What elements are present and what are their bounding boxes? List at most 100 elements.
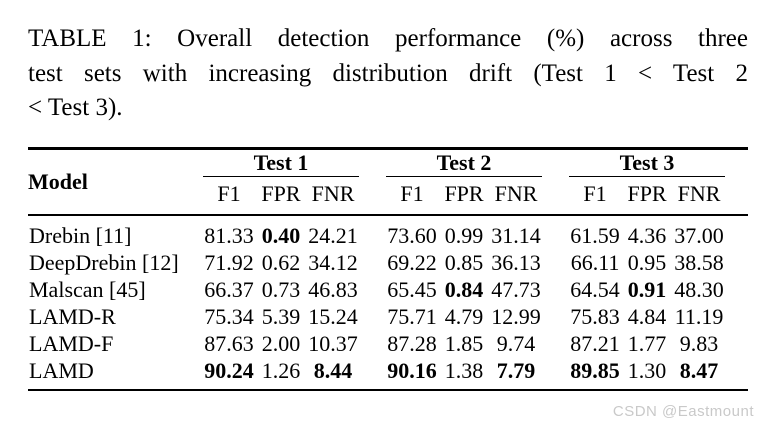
cell-value: 38.58 <box>674 250 724 275</box>
cell-value: 8.47 <box>673 357 726 391</box>
table-right-margin <box>725 215 748 249</box>
cell-value: 8.44 <box>307 357 360 391</box>
cell-value: 1.30 <box>621 357 674 391</box>
cell-value: 4.36 <box>627 223 667 248</box>
cell-value: 81.33 <box>204 223 254 248</box>
cell-value: 1.26 <box>255 357 307 391</box>
cell-value: 75.83 <box>570 304 620 329</box>
model-name: LAMD <box>28 357 203 391</box>
model-name: Drebin [11] <box>29 223 132 248</box>
cell-value: 36.13 <box>491 250 541 275</box>
results-table: Model Test 1 Test 2 Test 3 F1 FPR FNR F1… <box>28 147 749 391</box>
cell-value: 4.84 <box>627 304 667 329</box>
cell-value: 46.83 <box>308 277 358 302</box>
table-right-margin <box>725 176 749 216</box>
table-row: LAMD-R 75.34 5.39 15.24 75.71 4.79 12.99… <box>28 303 748 330</box>
table-caption: TABLE 1: Overall detection performance (… <box>28 22 748 126</box>
group-gap <box>542 249 569 276</box>
cell-value: 90.16 <box>386 357 439 391</box>
cell-value: 1.85 <box>444 331 484 356</box>
group-header-test1: Test 1 <box>203 148 360 177</box>
cell-value: 69.22 <box>387 250 437 275</box>
cell-value: 1.38 <box>438 357 491 391</box>
table-header: Model Test 1 Test 2 Test 3 F1 FPR FNR F1… <box>28 148 749 216</box>
group-gap <box>359 357 387 391</box>
cell-value: 73.60 <box>387 223 437 248</box>
cell-value: 48.30 <box>674 277 724 302</box>
table-right-margin <box>725 276 748 303</box>
group-gap <box>359 176 387 216</box>
group-header-test3: Test 3 <box>569 148 726 177</box>
cell-value: 5.39 <box>261 304 301 329</box>
group-gap <box>542 176 570 216</box>
cell-value: 1.77 <box>627 331 667 356</box>
caption-line-2: test sets with increasing distribution d… <box>28 59 748 87</box>
metric-header-f1: F1 <box>386 176 439 216</box>
model-name: LAMD-R <box>29 304 116 329</box>
group-gap <box>542 357 570 391</box>
group-gap <box>542 276 569 303</box>
metric-header-fnr: FNR <box>490 176 543 216</box>
metric-header-fpr: FPR <box>621 176 674 216</box>
cell-value: 11.19 <box>674 304 724 329</box>
cell-value: 66.11 <box>570 250 620 275</box>
cell-value: 61.59 <box>570 223 620 248</box>
group-header-row: Model Test 1 Test 2 Test 3 <box>28 148 748 216</box>
model-column-header: Model <box>28 148 203 216</box>
cell-value: 34.12 <box>308 250 358 275</box>
cell-value: 65.45 <box>387 277 437 302</box>
cell-value: 37.00 <box>674 223 724 248</box>
group-gap <box>542 149 569 177</box>
table-right-margin <box>725 357 749 391</box>
metric-header-fpr: FPR <box>438 176 491 216</box>
group-gap <box>359 249 386 276</box>
table-right-margin <box>725 303 748 330</box>
group-gap <box>359 149 386 177</box>
cell-value: 87.28 <box>387 331 437 356</box>
cell-value: 87.63 <box>204 331 254 356</box>
metric-header-f1: F1 <box>569 176 622 216</box>
group-gap <box>542 330 569 357</box>
table-body: Drebin [11] 81.33 0.40 24.21 73.60 0.99 … <box>28 215 749 391</box>
table-row: LAMD-F 87.63 2.00 10.37 87.28 1.85 9.74 … <box>28 330 748 357</box>
caption-line-3: < Test 3). <box>28 94 123 121</box>
caption-line-1: TABLE 1: Overall detection performance (… <box>28 25 748 52</box>
cell-value: 90.24 <box>203 357 255 391</box>
metric-header-fnr: FNR <box>307 176 360 216</box>
cell-value: 24.21 <box>308 223 358 248</box>
table-right-margin <box>725 249 748 276</box>
cell-value: 66.37 <box>204 277 254 302</box>
table-row: LAMD 90.24 1.26 8.44 90.16 1.38 7.79 89.… <box>28 357 749 391</box>
cell-value: 10.37 <box>308 331 358 356</box>
cell-value: 89.85 <box>569 357 622 391</box>
cell-value: 71.92 <box>204 250 254 275</box>
table-row: DeepDrebin [12] 71.92 0.62 34.12 69.22 0… <box>28 249 748 276</box>
cell-value: 4.79 <box>444 304 484 329</box>
cell-value: 75.34 <box>204 304 254 329</box>
cell-value: 75.71 <box>387 304 437 329</box>
metric-header-f1: F1 <box>203 176 255 216</box>
cell-value: 9.74 <box>496 331 536 356</box>
cell-value: 87.21 <box>570 331 620 356</box>
group-gap <box>359 276 386 303</box>
model-name: Malscan [45] <box>29 277 146 302</box>
cell-value: 15.24 <box>308 304 358 329</box>
cell-value: 7.79 <box>490 357 543 391</box>
model-name: LAMD-F <box>29 331 114 356</box>
group-header-test2: Test 2 <box>386 148 543 177</box>
table-right-margin <box>725 149 748 177</box>
cell-value: 0.91 <box>627 277 667 302</box>
group-gap <box>359 330 386 357</box>
cell-value: 47.73 <box>491 277 541 302</box>
cell-value: 12.99 <box>491 304 541 329</box>
group-gap <box>542 215 569 249</box>
cell-value: 9.83 <box>679 331 719 356</box>
cell-value: 0.40 <box>261 223 301 248</box>
table-row: Drebin [11] 81.33 0.40 24.21 73.60 0.99 … <box>28 215 748 249</box>
metric-header-row: F1 FPR FNR F1 FPR FNR F1 FPR FNR <box>28 176 749 216</box>
cell-value: 0.85 <box>444 250 484 275</box>
model-name: DeepDrebin [12] <box>29 250 179 275</box>
table-right-margin <box>725 330 748 357</box>
group-gap <box>542 303 569 330</box>
